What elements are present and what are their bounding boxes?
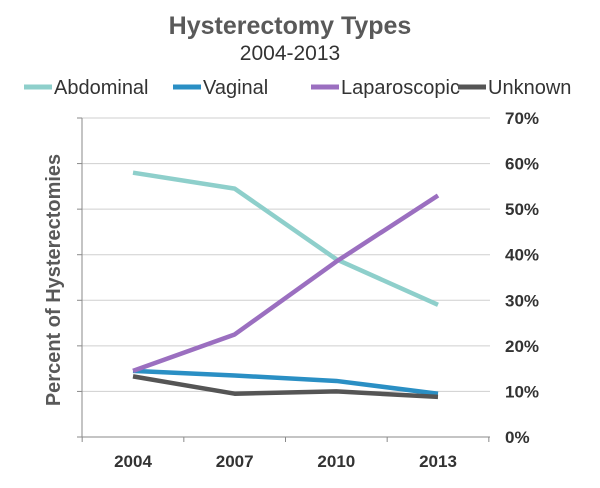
gridlines [82, 117, 490, 392]
y-tick-label: 50% [505, 200, 539, 219]
y-tick-label: 70% [505, 109, 539, 128]
legend-label: Abdominal [54, 77, 149, 99]
y-tick-label: 10% [505, 382, 539, 401]
x-tick-label: 2004 [114, 452, 152, 471]
legend-label: Laparoscopic [341, 77, 460, 99]
legend-label: Unknown [488, 77, 571, 99]
series-lines [132, 170, 440, 400]
chart-title: Hysterectomy Types [169, 12, 412, 40]
x-tick-label: 2013 [419, 452, 457, 471]
y-tick-label: 20% [505, 337, 539, 356]
legend-item-laparoscopic: Laparoscopic [311, 77, 460, 99]
series-line-abdominal [132, 170, 439, 307]
y-axis-label: Percent of Hysterectomies [43, 154, 65, 406]
legend-item-abdominal: Abdominal [24, 77, 149, 99]
x-tick-label: 2007 [216, 452, 254, 471]
legend-label: Vaginal [203, 77, 268, 99]
y-tick-label: 60% [505, 155, 539, 174]
y-tick-label: 30% [505, 291, 539, 310]
series-line-vaginal [132, 368, 439, 396]
legend: Abdominal Vaginal Laparoscopic Unknown [24, 77, 571, 99]
series-line-laparoscopic [132, 193, 440, 374]
legend-item-unknown: Unknown [458, 77, 571, 99]
legend-item-vaginal: Vaginal [173, 77, 268, 99]
y-tick-label: 40% [505, 246, 539, 265]
axes: 0% 10% 20% 30% 40% 50% 60% 70% 2004 2007 2010 2013 [77, 109, 539, 471]
chart-subtitle: 2004-2013 [240, 42, 340, 65]
x-tick-label: 2010 [317, 452, 355, 471]
y-tick-label: 0% [505, 428, 530, 447]
series-line-unknown [132, 374, 439, 400]
